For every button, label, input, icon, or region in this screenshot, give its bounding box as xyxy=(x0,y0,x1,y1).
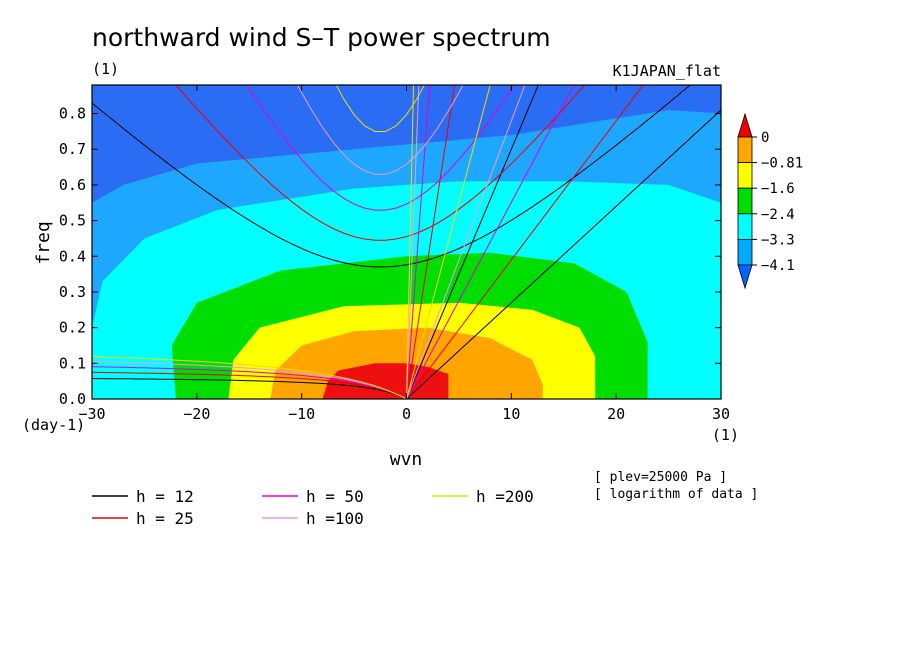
colorbar-segment xyxy=(737,213,753,240)
y-tick-label: 0.5 xyxy=(59,212,86,230)
annotation-log: [ logarithm of data ] xyxy=(594,487,758,502)
inertia-gravity-wave-h25 xyxy=(175,85,586,241)
kelvin-wave-h50 xyxy=(406,85,575,399)
dataset-label: K1JAPAN_flat xyxy=(613,62,721,80)
x-tick-label: −30 xyxy=(78,405,105,423)
x-unit-bottom: (1) xyxy=(712,426,739,444)
y-tick-label: 0.2 xyxy=(59,319,86,337)
colorbar-label: −4.1 xyxy=(761,258,795,274)
y-unit-label: (day-1) xyxy=(22,416,85,434)
y-tick-label: 0.8 xyxy=(59,105,86,123)
dispersion-curves xyxy=(92,85,721,399)
rossby-wave-h100 xyxy=(92,360,407,399)
rossby-wave-h25 xyxy=(92,371,407,399)
inertia-gravity-wave-h200 xyxy=(335,85,425,132)
y-tick-label: 0.0 xyxy=(59,390,86,408)
kelvin-wave-h200 xyxy=(406,85,491,399)
colorbar-label: −3.3 xyxy=(761,232,795,248)
y-axis-label: freq xyxy=(33,221,54,264)
kelvin-wave-h12 xyxy=(406,109,721,399)
y-tick-label: 0.4 xyxy=(59,247,86,265)
colorbar-arrow-top xyxy=(737,112,753,138)
kelvin-wave-h25 xyxy=(406,85,644,399)
rossby-wave-h12 xyxy=(92,378,407,399)
colorbar: 0 −0.81 −1.6 −2.4 −3.3 −4.1 xyxy=(737,112,803,290)
kelvin-wave-h100 xyxy=(406,85,526,399)
legend-label: h =100 xyxy=(306,509,364,528)
legend-label: h = 25 xyxy=(136,509,194,528)
x-axis-label: wvn xyxy=(390,449,423,470)
y-tick-label: 0.7 xyxy=(59,140,86,158)
y-tick-label: 0.1 xyxy=(59,354,86,372)
colorbar-label: −0.81 xyxy=(761,156,803,172)
colorbar-segment xyxy=(737,187,753,215)
mixed-rossby-gravity-h12 xyxy=(406,85,539,399)
colorbar-segment xyxy=(737,136,753,164)
x-tick-label: 10 xyxy=(502,405,520,423)
chart-title: northward wind S–T power spectrum xyxy=(92,23,551,52)
rossby-wave-h200 xyxy=(92,356,407,399)
contour-fills xyxy=(92,85,721,399)
colorbar-arrow-bottom xyxy=(737,264,753,290)
x-unit-top: (1) xyxy=(92,60,119,78)
inertia-gravity-wave-h50 xyxy=(245,85,515,211)
legend: h = 12 h = 25 h = 50 h =100 h =200 xyxy=(92,487,534,528)
x-tick-label: 30 xyxy=(712,405,730,423)
inertia-gravity-wave-h12 xyxy=(92,85,692,268)
colorbar-label: −2.4 xyxy=(761,207,795,223)
y-tick-label: 0.3 xyxy=(59,283,86,301)
x-tick-label: 20 xyxy=(607,405,625,423)
rossby-wave-h50 xyxy=(92,366,407,399)
plot-area: −30 −20 −10 0 10 20 30 0.0 0.1 0.2 0.3 0.4 0.5 0.6 0.7… xyxy=(59,84,730,423)
y-tick-label: 0.6 xyxy=(59,176,86,194)
x-tick-label: 0 xyxy=(402,405,411,423)
colorbar-segment xyxy=(737,238,753,266)
inertia-gravity-wave-h100 xyxy=(297,85,464,175)
legend-label: h = 12 xyxy=(136,487,194,506)
x-tick-label: −10 xyxy=(288,405,315,423)
colorbar-label: −1.6 xyxy=(761,181,795,197)
axis-ticks: −30 −20 −10 0 10 20 30 0.0 0.1 0.2 0.3 0.4 0.5 0.6 0.7… xyxy=(59,85,730,423)
x-tick-label: −20 xyxy=(183,405,210,423)
legend-label: h =200 xyxy=(476,487,534,506)
annotation-plev: [ plev=25000 Pa ] xyxy=(594,470,727,485)
colorbar-label: 0 xyxy=(761,130,769,146)
colorbar-segment xyxy=(737,162,753,189)
legend-label: h = 50 xyxy=(306,487,364,506)
